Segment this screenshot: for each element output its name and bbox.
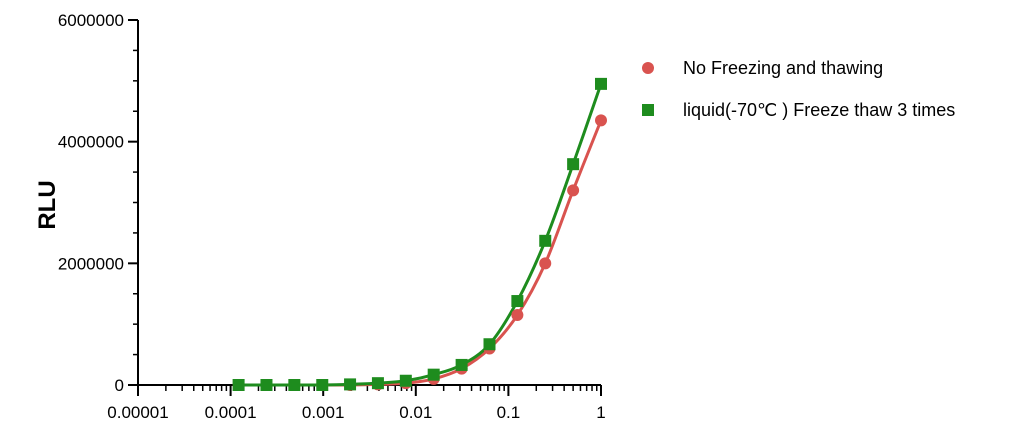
data-point-series-2 — [567, 158, 580, 171]
data-point-series-2 — [232, 379, 245, 391]
legend-label-series-1: No Freezing and thawing — [683, 58, 883, 78]
x-tick-label: 0.01 — [399, 403, 432, 422]
legend-label-series-2: liquid(-70℃ ) Freeze thaw 3 times — [683, 100, 955, 120]
data-point-series-1 — [567, 184, 580, 197]
data-point-series-2 — [371, 377, 384, 390]
legend-marker-series-1 — [642, 62, 654, 74]
data-point-series-2 — [539, 234, 552, 247]
y-axis-title: RLU — [34, 180, 61, 229]
data-point-series-2 — [399, 374, 412, 387]
data-point-series-1 — [595, 114, 607, 127]
axes: 0 2000000 4000000 6000000 0.00001 0.0001 0.001… — [58, 11, 606, 422]
x-tick-label: 0.1 — [497, 403, 521, 422]
data-point-series-2 — [511, 295, 524, 308]
x-tick-label: 0.001 — [302, 403, 345, 422]
data-points — [232, 77, 607, 391]
x-tick-label: 0.0001 — [205, 403, 257, 422]
data-point-series-2 — [260, 379, 273, 391]
y-tick-label: 4000000 — [58, 133, 124, 152]
data-point-series-2 — [455, 358, 468, 371]
fit-line-series-2 — [238, 83, 603, 387]
data-point-series-1 — [539, 257, 552, 270]
data-point-series-2 — [344, 378, 357, 391]
data-point-series-2 — [595, 77, 607, 90]
fit-line-series-1 — [238, 119, 603, 387]
data-point-series-2 — [288, 379, 301, 391]
y-tick-label: 0 — [115, 376, 124, 395]
y-tick-label: 6000000 — [58, 11, 124, 30]
legend: No Freezing and thawing liquid(-70℃ ) Fre… — [642, 58, 955, 120]
data-point-series-1 — [511, 309, 524, 322]
data-point-series-2 — [316, 379, 329, 391]
legend-marker-series-2 — [642, 104, 654, 116]
data-point-series-2 — [483, 338, 496, 351]
fit-lines — [238, 83, 603, 387]
x-tick-label: 0.00001 — [107, 403, 168, 422]
x-tick-label: 1 — [596, 403, 605, 422]
y-tick-label: 2000000 — [58, 254, 124, 273]
data-point-series-2 — [427, 368, 440, 381]
